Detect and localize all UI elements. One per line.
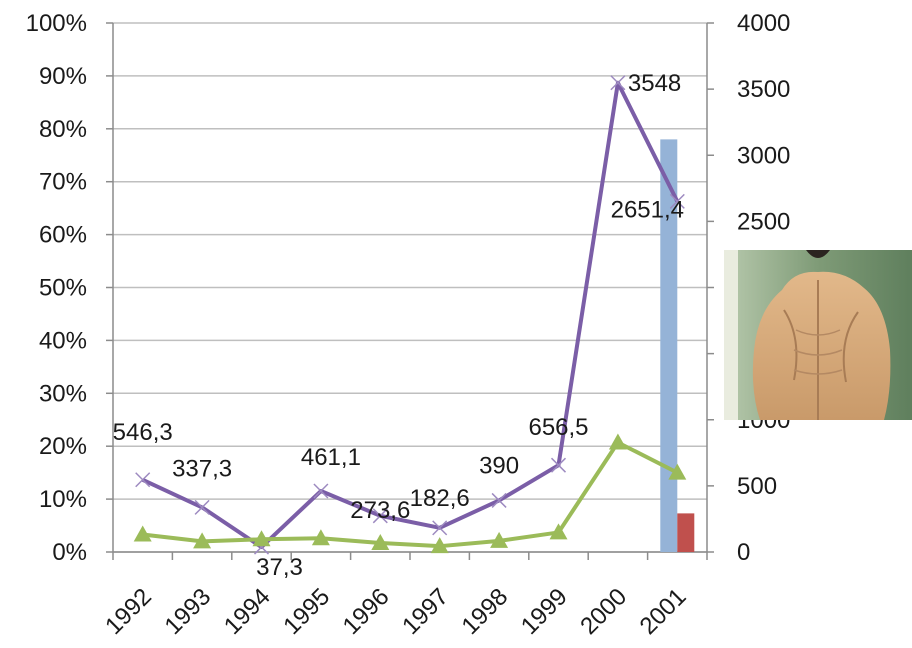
data-labels: 546,3 337,3 37,3 461,1 273,6 182,6 390 656,5 354… bbox=[113, 70, 684, 581]
right-tick-label: 3000 bbox=[737, 142, 790, 169]
x-tick-label: 1996 bbox=[338, 583, 395, 640]
bar bbox=[677, 513, 695, 552]
series-line bbox=[142, 440, 679, 549]
x-tick-label: 2001 bbox=[635, 583, 692, 640]
triangle-marker bbox=[252, 530, 271, 547]
left-tick-label: 90% bbox=[39, 63, 87, 90]
x-marker bbox=[550, 457, 567, 473]
x-tick-label: 1998 bbox=[456, 583, 513, 640]
data-label: 461,1 bbox=[301, 444, 361, 471]
x-marker bbox=[610, 75, 626, 91]
x-marker bbox=[313, 483, 329, 499]
axes bbox=[106, 22, 714, 560]
left-tick-label: 10% bbox=[39, 486, 87, 513]
triangle-marker bbox=[133, 525, 152, 542]
right-tick-label: 4000 bbox=[737, 10, 790, 37]
triangle-marker bbox=[311, 529, 330, 546]
gridlines bbox=[113, 22, 707, 553]
data-label: 656,5 bbox=[528, 414, 588, 441]
right-tick-label: 3500 bbox=[737, 76, 790, 103]
x-tick-label: 1999 bbox=[516, 583, 573, 640]
x-tick-label: 1994 bbox=[219, 583, 276, 640]
triangle-marker bbox=[430, 537, 449, 554]
data-label: 2651,4 bbox=[611, 196, 684, 223]
x-marker bbox=[194, 499, 210, 515]
x-marker bbox=[135, 472, 151, 488]
series-line bbox=[141, 80, 680, 550]
data-label: 390 bbox=[479, 452, 519, 479]
triangle-marker bbox=[608, 433, 627, 450]
x-marker bbox=[669, 193, 685, 209]
lines bbox=[133, 75, 687, 555]
data-label: 273,6 bbox=[350, 497, 410, 524]
triangle-marker bbox=[193, 532, 212, 549]
left-tick-label: 20% bbox=[39, 433, 87, 460]
x-tick-label: 2000 bbox=[575, 583, 632, 640]
x-marker bbox=[372, 508, 388, 524]
triangle-marker bbox=[490, 531, 509, 548]
x-marker bbox=[491, 492, 507, 508]
x-tick-label: 1993 bbox=[159, 583, 216, 640]
left-tick-label: 0% bbox=[52, 539, 87, 566]
left-tick-label: 80% bbox=[39, 116, 87, 143]
left-tick-label: 50% bbox=[39, 275, 87, 302]
left-tick-label: 100% bbox=[26, 10, 87, 37]
bar bbox=[660, 139, 678, 552]
data-label: 3548 bbox=[628, 70, 681, 97]
left-tick-label: 60% bbox=[39, 222, 87, 249]
data-label: 182,6 bbox=[410, 485, 470, 512]
data-label: 546,3 bbox=[113, 419, 173, 446]
left-tick-label: 70% bbox=[39, 169, 87, 196]
data-label: 337,3 bbox=[172, 455, 232, 482]
triangle-marker bbox=[549, 523, 568, 540]
x-tick-label: 1997 bbox=[397, 583, 454, 640]
x-marker bbox=[432, 520, 448, 536]
bars bbox=[660, 139, 695, 552]
right-tick-label: 2500 bbox=[737, 208, 790, 235]
left-tick-label: 40% bbox=[39, 327, 87, 354]
photo-of-emaciated-back bbox=[724, 250, 912, 420]
right-tick-label: 500 bbox=[737, 473, 777, 500]
left-tick-label: 30% bbox=[39, 380, 87, 407]
right-tick-label: 0 bbox=[737, 539, 750, 566]
triangle-marker bbox=[668, 463, 687, 480]
x-tick-label: 1992 bbox=[100, 583, 157, 640]
triangle-marker bbox=[371, 534, 390, 551]
x-tick-label: 1995 bbox=[278, 583, 335, 640]
data-label: 37,3 bbox=[256, 554, 303, 581]
